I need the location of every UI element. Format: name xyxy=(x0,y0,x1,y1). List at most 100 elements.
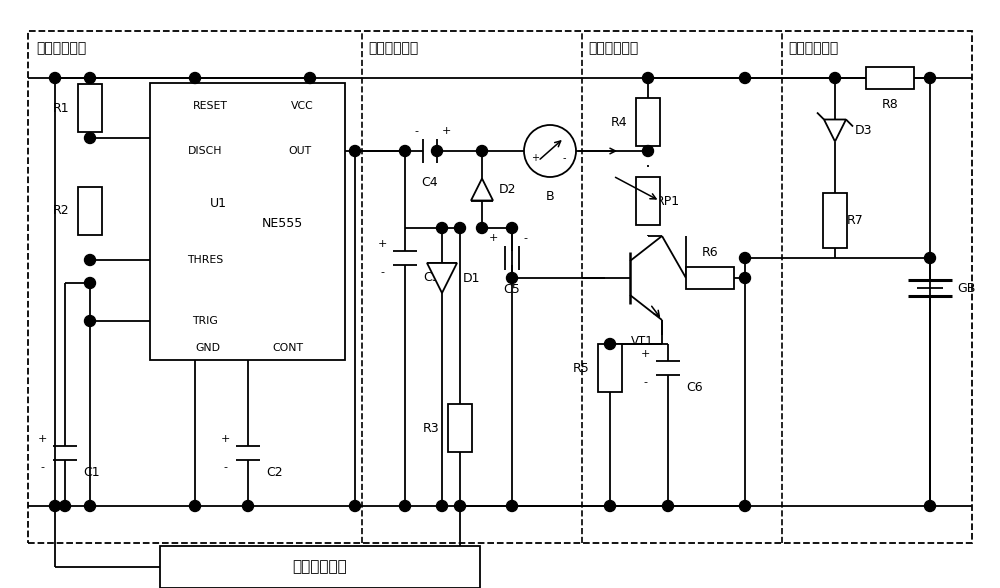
Text: C5: C5 xyxy=(504,283,520,296)
Bar xyxy=(78,186,102,235)
Circle shape xyxy=(477,222,488,233)
Circle shape xyxy=(84,278,96,289)
Text: D2: D2 xyxy=(499,183,517,196)
Bar xyxy=(150,83,345,360)
Circle shape xyxy=(642,72,654,83)
Text: 电源输入电路: 电源输入电路 xyxy=(788,41,838,55)
Bar xyxy=(823,193,847,248)
Bar xyxy=(78,84,102,132)
Circle shape xyxy=(84,132,96,143)
Bar xyxy=(448,404,472,452)
Text: VT1: VT1 xyxy=(631,335,653,348)
Circle shape xyxy=(84,72,96,83)
Text: -: - xyxy=(643,377,647,387)
Text: R6: R6 xyxy=(702,246,718,259)
Text: TRIG: TRIG xyxy=(192,316,218,326)
Circle shape xyxy=(925,252,936,263)
Text: R2: R2 xyxy=(53,204,69,217)
Circle shape xyxy=(350,145,360,156)
Circle shape xyxy=(190,72,200,83)
Text: DISCH: DISCH xyxy=(188,146,222,156)
Text: CONT: CONT xyxy=(272,343,304,353)
Circle shape xyxy=(925,500,936,512)
Bar xyxy=(636,177,660,225)
Text: R1: R1 xyxy=(53,102,69,115)
Text: 湿检稳态电路: 湿检稳态电路 xyxy=(293,560,347,574)
Text: -: - xyxy=(562,153,566,163)
Text: C6: C6 xyxy=(686,381,703,394)
Text: -: - xyxy=(523,233,527,243)
Text: -: - xyxy=(380,267,384,277)
Text: +: + xyxy=(37,434,47,444)
Circle shape xyxy=(642,145,654,156)
Polygon shape xyxy=(824,119,846,142)
Text: +: + xyxy=(377,239,387,249)
Circle shape xyxy=(830,72,840,83)
Circle shape xyxy=(50,500,61,512)
Bar xyxy=(28,31,972,543)
Circle shape xyxy=(740,72,750,83)
Text: D1: D1 xyxy=(463,272,481,285)
Text: RP1: RP1 xyxy=(656,195,680,208)
Text: VCC: VCC xyxy=(291,101,313,111)
Circle shape xyxy=(507,272,518,283)
Text: C4: C4 xyxy=(422,176,438,189)
Text: 指示反馈电路: 指示反馈电路 xyxy=(588,41,638,55)
Circle shape xyxy=(400,145,411,156)
Circle shape xyxy=(84,255,96,266)
Text: +: + xyxy=(220,434,230,444)
Polygon shape xyxy=(427,263,457,293)
Bar xyxy=(866,67,914,89)
Circle shape xyxy=(740,500,750,512)
Text: +: + xyxy=(488,233,498,243)
Circle shape xyxy=(84,316,96,326)
Text: 信号处理电路: 信号处理电路 xyxy=(368,41,418,55)
Circle shape xyxy=(662,500,674,512)
Text: -: - xyxy=(414,126,418,136)
Text: U1: U1 xyxy=(210,196,227,209)
Circle shape xyxy=(436,222,448,233)
Circle shape xyxy=(604,500,616,512)
Text: -: - xyxy=(40,462,44,472)
Circle shape xyxy=(400,500,411,512)
Circle shape xyxy=(350,500,360,512)
Circle shape xyxy=(604,339,616,349)
Text: OUT: OUT xyxy=(288,146,312,156)
Text: R8: R8 xyxy=(882,98,898,111)
Text: GB: GB xyxy=(957,282,975,295)
Bar xyxy=(160,546,480,588)
Text: R5: R5 xyxy=(573,362,589,375)
Circle shape xyxy=(524,125,576,177)
Circle shape xyxy=(242,500,254,512)
Circle shape xyxy=(454,222,466,233)
Circle shape xyxy=(925,72,936,83)
Circle shape xyxy=(507,222,518,233)
Text: +: + xyxy=(531,153,539,163)
Text: C1: C1 xyxy=(83,466,100,479)
Text: B: B xyxy=(546,190,554,203)
Text: C2: C2 xyxy=(266,466,283,479)
Circle shape xyxy=(50,72,61,83)
Circle shape xyxy=(84,500,96,512)
Text: GND: GND xyxy=(196,343,220,353)
Text: +: + xyxy=(640,349,650,359)
Circle shape xyxy=(740,272,750,283)
Circle shape xyxy=(454,500,466,512)
Circle shape xyxy=(190,500,200,512)
Circle shape xyxy=(304,72,316,83)
Polygon shape xyxy=(471,179,493,201)
Text: THRES: THRES xyxy=(187,255,223,265)
Bar xyxy=(686,267,734,289)
Text: RESET: RESET xyxy=(193,101,227,111)
Circle shape xyxy=(60,500,70,512)
Text: NE555: NE555 xyxy=(261,216,303,229)
Circle shape xyxy=(507,500,518,512)
Bar xyxy=(636,98,660,146)
Bar xyxy=(598,344,622,392)
Text: 湿度检测电路: 湿度检测电路 xyxy=(36,41,86,55)
Text: +: + xyxy=(441,126,451,136)
Circle shape xyxy=(477,145,488,156)
Text: -: - xyxy=(223,462,227,472)
Circle shape xyxy=(432,145,442,156)
Text: D3: D3 xyxy=(855,124,873,137)
